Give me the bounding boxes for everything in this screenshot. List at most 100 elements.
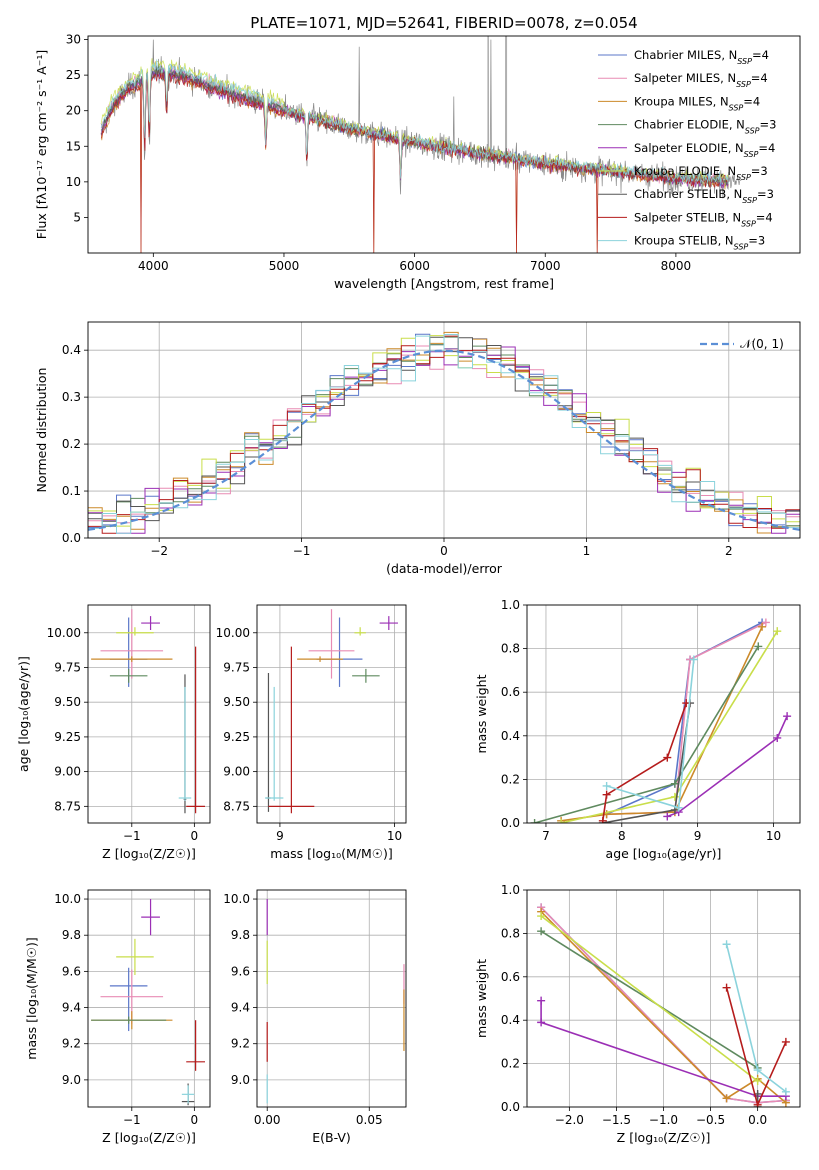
weight-line: [602, 702, 688, 821]
weight-marker: [598, 816, 607, 823]
y-tick-label: 10.0: [54, 892, 81, 906]
mass_vs_ebv-frame: [256, 889, 407, 1108]
weight-marker: [783, 712, 792, 721]
y-tick-label: 9.2: [62, 1037, 81, 1051]
weight-marker: [602, 790, 611, 799]
weight-marker: [722, 940, 731, 949]
x-tick-label: −0.5: [696, 1113, 725, 1127]
x-tick-label: −2: [150, 544, 168, 558]
mass_vs_ebv-axes: 0.00 0.05 9.0 9.2 9.4 9.6 9.8 10.0 E(B-V): [223, 890, 406, 1145]
legend-label: Chabrier ELODIE, NSSP=3: [634, 118, 776, 136]
legend-suffix: =4: [758, 141, 775, 155]
weight-marker: [781, 1087, 790, 1096]
mass_vs_Z-points: [91, 899, 205, 1106]
legend-label: Salpeter ELODIE, NSSP=4: [634, 141, 775, 159]
legend-label: 𝒩(0, 1): [740, 337, 784, 351]
weight_vs_Z-lines: [537, 903, 790, 1107]
y-tick-label: 0.4: [501, 1013, 520, 1027]
x-tick-label: 10: [387, 829, 402, 843]
weight-marker: [781, 1037, 790, 1046]
legend-subscript: SSP: [736, 80, 751, 89]
y-axis-label: mass weight: [474, 674, 489, 753]
weight-line: [540, 1000, 786, 1097]
y-axis-label: Flux [fλ10⁻¹⁷ erg cm⁻² s⁻¹ A⁻¹]: [34, 50, 49, 239]
y-axis-label: Normed distribution: [34, 368, 49, 493]
legend-suffix: =4: [743, 94, 760, 108]
legend-suffix: =4: [752, 48, 769, 62]
legend-suffix: =4: [751, 71, 768, 85]
y-tick-label: 9.2: [231, 1037, 250, 1051]
x-tick-label: 7000: [530, 259, 561, 273]
y-tick-label: 25: [66, 68, 81, 82]
weight-marker: [537, 927, 546, 936]
x-axis-label: Z [log₁₀(Z/Z☉)]: [102, 846, 196, 861]
weight-line: [560, 630, 778, 823]
histogram-kroupa-stelib: [88, 334, 800, 534]
y-tick-label: 9.00: [54, 765, 81, 779]
legend-suffix: =3: [760, 118, 777, 132]
legend-suffix: =3: [748, 234, 765, 248]
y-tick-label: 9.75: [223, 660, 250, 674]
x-axis-label: mass [log₁₀(M/M☉)]: [270, 846, 392, 861]
residuals-frame: [87, 321, 801, 539]
legend-subscript: SSP: [737, 57, 752, 66]
residual-histograms: [88, 331, 800, 534]
weight-marker: [537, 912, 546, 921]
y-tick-label: 9.75: [54, 660, 81, 674]
x-tick-label: 10: [766, 829, 781, 843]
weight-marker: [773, 627, 782, 636]
x-axis-label: age [log₁₀(age/yr)]: [606, 846, 722, 861]
y-tick-label: 9.00: [223, 765, 250, 779]
weight_vs_age-axes: 7 8 9 10 0.0 0.2 0.4 0.6 0.8 1.0 age [log₁₀(age/yr…: [474, 598, 800, 861]
weight-marker: [753, 1076, 762, 1085]
weight-marker: [689, 655, 698, 664]
y-tick-label: 0.6: [501, 970, 520, 984]
x-tick-label: 0.0: [748, 1113, 767, 1127]
y-tick-label: 20: [66, 104, 81, 118]
weight-line: [725, 987, 787, 1107]
y-axis-label: mass [log₁₀(M/M☉)]: [24, 937, 39, 1059]
y-axis-label: mass weight: [474, 959, 489, 1038]
y-axis-label: age [log₁₀(age/yr)]: [16, 656, 31, 772]
mass_vs_Z-axes: −1 0 9.0 9.2 9.4 9.6 9.8 10.0 Z [log₁₀(Z/Z☉)] mas…: [24, 890, 210, 1145]
legend-suffix: =3: [751, 164, 768, 178]
y-tick-label: 9.6: [62, 964, 81, 978]
weight-line: [606, 621, 763, 816]
weight-marker: [537, 1018, 546, 1027]
x-tick-label: −1: [123, 1113, 141, 1127]
weight-line: [540, 930, 759, 1069]
weight-line: [560, 626, 763, 822]
x-tick-label: −1.5: [602, 1113, 631, 1127]
x-tick-label: −1: [293, 544, 311, 558]
y-tick-label: 9.50: [223, 695, 250, 709]
y-tick-label: 9.50: [54, 695, 81, 709]
x-tick-label: −1: [123, 829, 141, 843]
weight-marker: [663, 753, 672, 762]
mass_vs_ebv-points: [266, 899, 405, 1104]
weight-marker: [602, 781, 611, 790]
weight_vs_Z-frame: [526, 889, 801, 1108]
x-axis-label: E(B-V): [312, 1130, 351, 1145]
y-tick-label: 9.0: [62, 1073, 81, 1087]
y-tick-label: 10.00: [47, 626, 81, 640]
y-tick-label: 9.6: [231, 964, 250, 978]
x-tick-label: 5000: [269, 259, 300, 273]
weight-line: [606, 621, 767, 816]
spectrum-lines: [100, 36, 742, 253]
legend-label: Chabrier MILES, NSSP=4: [634, 48, 769, 66]
y-tick-label: 0.8: [501, 926, 520, 940]
y-tick-label: 8.75: [54, 799, 81, 813]
age_vs_mass-points: [265, 609, 398, 814]
weight-marker: [557, 819, 566, 823]
weight-marker: [753, 1100, 762, 1107]
y-tick-label: 9.0: [231, 1073, 250, 1087]
legend-subscript: SSP: [744, 149, 759, 158]
mass_vs_Z-frame: [87, 889, 211, 1108]
y-tick-label: 15: [66, 139, 81, 153]
spectrum-legend: Chabrier MILES, NSSP=4 Salpeter MILES, NS…: [598, 48, 776, 251]
x-tick-label: 0: [191, 1113, 199, 1127]
legend-subscript: SSP: [734, 242, 749, 251]
x-tick-label: 1: [583, 544, 591, 558]
x-tick-label: 9: [276, 829, 284, 843]
